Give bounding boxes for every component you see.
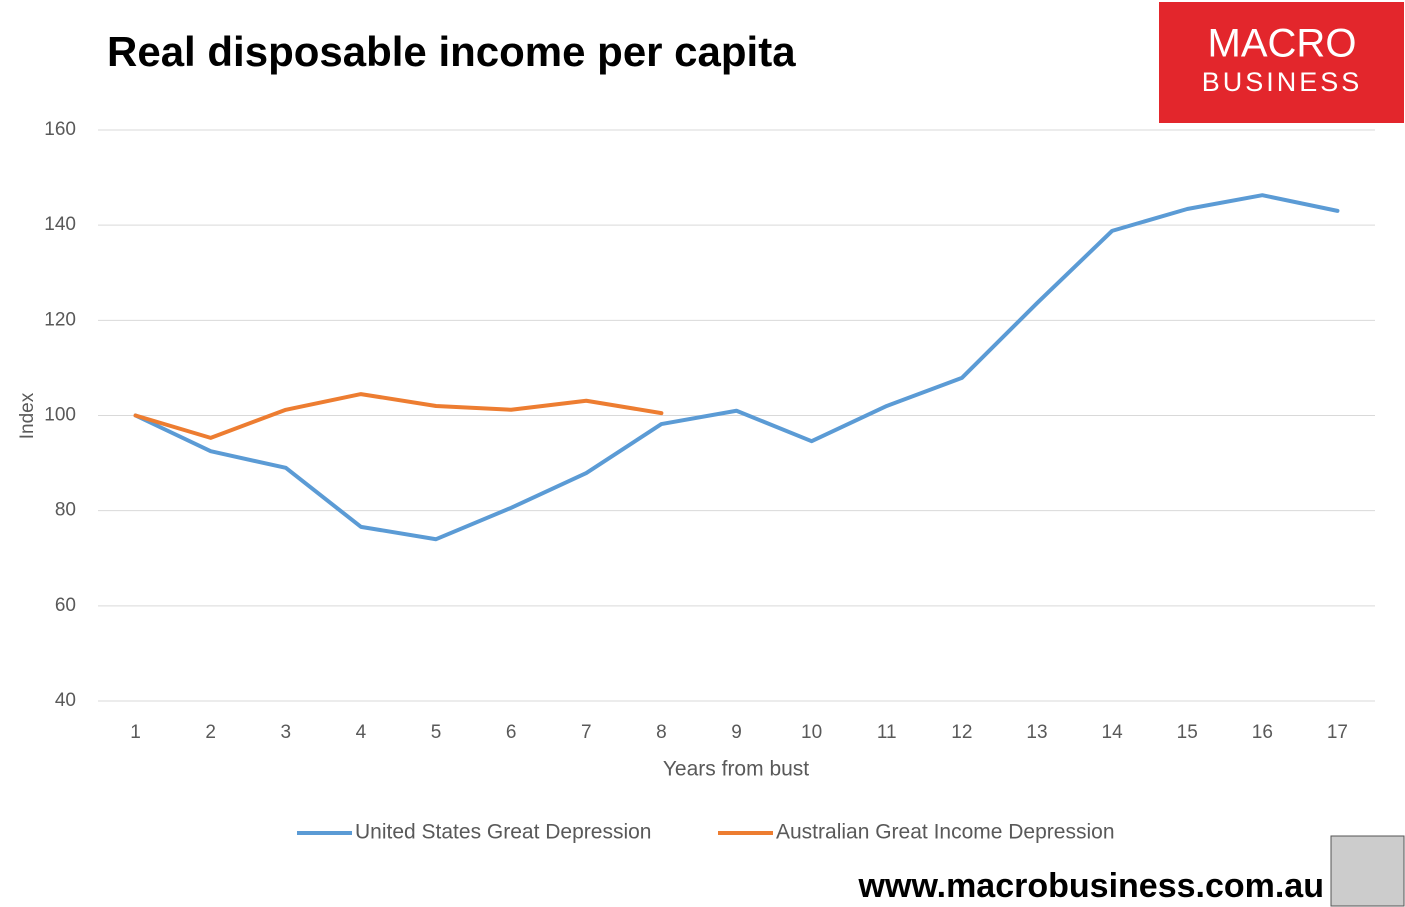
logo-box xyxy=(1159,2,1404,123)
chart-title: Real disposable income per capita xyxy=(107,28,796,75)
x-tick-label: 5 xyxy=(431,722,442,743)
y-tick-label: 60 xyxy=(55,595,76,616)
y-tick-label: 100 xyxy=(44,405,76,426)
y-tick-label: 80 xyxy=(55,500,76,521)
x-tick-label: 6 xyxy=(506,722,517,743)
y-tick-label: 160 xyxy=(44,119,76,140)
legend-label: United States Great Depression xyxy=(355,821,651,844)
x-tick-label: 9 xyxy=(731,722,742,743)
url: www.macrobusiness.com.au xyxy=(858,867,1324,905)
legend-label: Australian Great Income Depression xyxy=(776,821,1115,844)
x-tick-label: 15 xyxy=(1177,722,1198,743)
x-tick-label: 2 xyxy=(205,722,216,743)
x-tick-label: 8 xyxy=(656,722,667,743)
x-tick-label: 13 xyxy=(1026,722,1047,743)
x-axis-label: Years from bust xyxy=(663,758,809,781)
line xyxy=(133,193,1340,542)
x-tick-label: 4 xyxy=(356,722,367,743)
x-tick-label: 17 xyxy=(1327,722,1348,743)
logo-top: MACRO xyxy=(1208,22,1357,66)
x-tick-label: 1 xyxy=(130,722,141,743)
line xyxy=(133,392,664,440)
x-tick-label: 12 xyxy=(951,722,972,743)
x-tick-label: 7 xyxy=(581,722,592,743)
x-tick-label: 14 xyxy=(1102,722,1124,743)
x-tick-label: 11 xyxy=(877,722,897,743)
y-tick-label: 120 xyxy=(44,309,76,330)
x-tick-label: 10 xyxy=(801,722,822,743)
y-tick-label: 140 xyxy=(44,214,76,235)
x-tick-label: 16 xyxy=(1252,722,1273,743)
x-tick-label: 3 xyxy=(281,722,292,743)
wolf-icon xyxy=(1330,835,1405,907)
y-tick-label: 40 xyxy=(55,690,76,711)
y-axis-label: Index xyxy=(17,392,38,439)
logo-bottom: BUSINESS xyxy=(1202,67,1363,97)
